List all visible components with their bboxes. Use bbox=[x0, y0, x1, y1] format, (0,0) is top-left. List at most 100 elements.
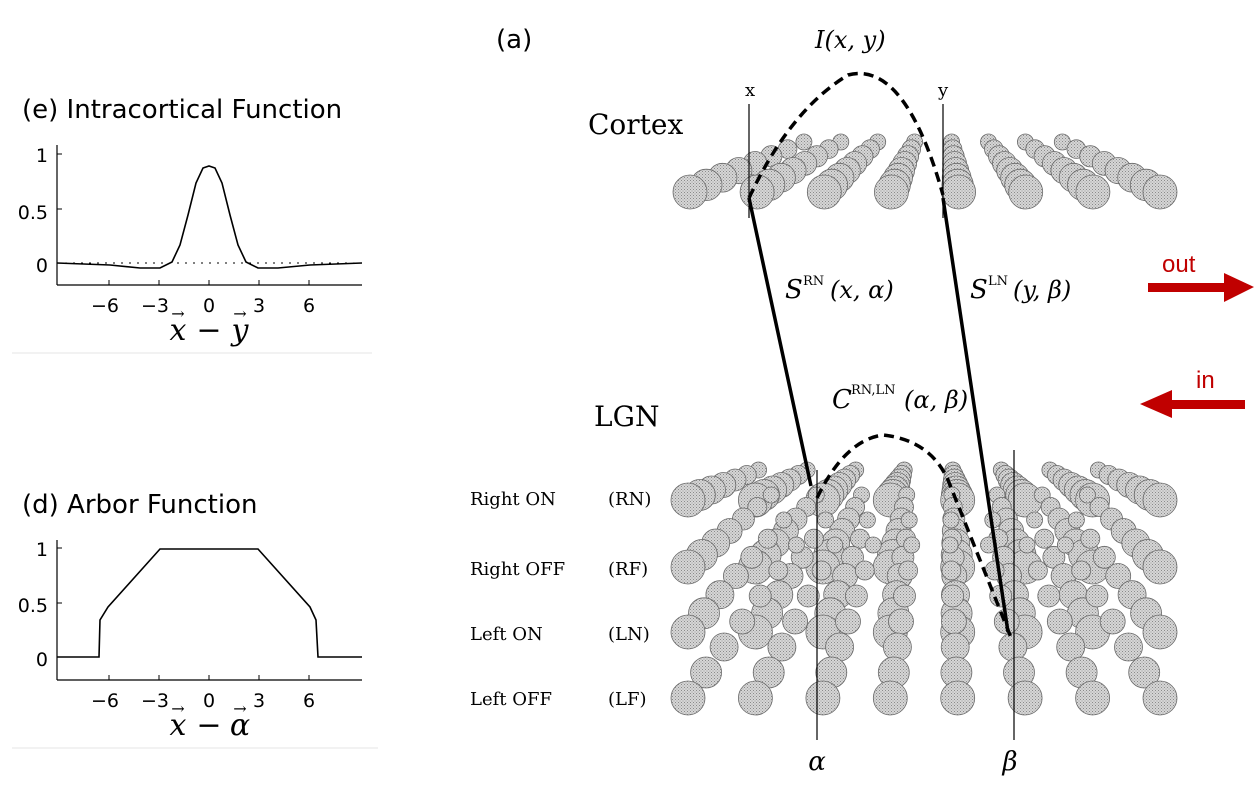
neuron-sphere bbox=[670, 549, 706, 585]
neuron-sphere bbox=[1079, 486, 1096, 504]
intracortical-xtick: 3 bbox=[253, 295, 265, 317]
neuron-sphere bbox=[1026, 511, 1043, 529]
neuron-sphere bbox=[1007, 680, 1043, 716]
in-arrow-group: in bbox=[1140, 367, 1245, 418]
intracortical-x-label: x − y → → bbox=[170, 304, 250, 348]
neuron-sphere bbox=[835, 608, 861, 635]
arbor-xtick: 3 bbox=[253, 690, 265, 712]
svg-text:−: − bbox=[196, 313, 221, 348]
y-marker-label: y bbox=[937, 80, 949, 101]
neuron-sphere bbox=[1075, 174, 1111, 210]
neuron-sphere bbox=[1128, 656, 1161, 689]
out-arrow-group: out bbox=[1148, 251, 1254, 302]
lgn-label: LGN bbox=[594, 400, 659, 433]
intracortical-xtick: −3 bbox=[141, 295, 169, 317]
intracortical-ytick: 0 bbox=[36, 255, 48, 277]
svg-text:RN: RN bbox=[803, 274, 824, 289]
s-ln-label: S LN (y, β) bbox=[970, 274, 1071, 305]
neuron-sphere bbox=[872, 680, 908, 716]
intracortical-panel: (e) Intracortical Function 1 0.5 0 −6 −3… bbox=[12, 95, 372, 354]
neuron-sphere bbox=[768, 560, 789, 581]
neuron-sphere bbox=[795, 133, 813, 151]
neuron-sphere bbox=[1142, 549, 1178, 585]
intracortical-xtick: 0 bbox=[203, 295, 215, 317]
neuron-sphere bbox=[883, 632, 912, 662]
svg-text:α: α bbox=[230, 708, 250, 743]
neuron-sphere bbox=[817, 511, 834, 529]
neuron-sphere bbox=[796, 584, 820, 608]
neuron-sphere bbox=[940, 680, 976, 716]
svg-text:(y, β): (y, β) bbox=[1013, 276, 1071, 304]
neuron-sphere bbox=[1037, 584, 1061, 608]
neuron-sphere bbox=[898, 560, 918, 581]
row-label-name: Left ON bbox=[470, 624, 543, 645]
neuron-sphere bbox=[1099, 608, 1126, 635]
neuron-sphere bbox=[747, 497, 768, 517]
arbor-xtick: 6 bbox=[303, 690, 315, 712]
svg-text:S: S bbox=[785, 275, 803, 305]
arbor-panel: (d) Arbor Function 1 0.5 0 −6 −3 0 3 6 x bbox=[12, 490, 378, 749]
neuron-sphere bbox=[1085, 584, 1109, 608]
intracortical-title: (e) Intracortical Function bbox=[22, 95, 342, 125]
cortex-input-curve bbox=[747, 71, 945, 199]
neuron-sphere bbox=[1071, 560, 1092, 581]
out-arrow-shaft bbox=[1148, 283, 1226, 292]
neuron-sphere bbox=[806, 174, 842, 210]
svg-text:LN: LN bbox=[988, 274, 1008, 289]
neuron-sphere bbox=[845, 584, 868, 608]
neuron-sphere bbox=[893, 584, 916, 608]
neuron-sphere bbox=[775, 511, 793, 529]
row-label-name: Left OFF bbox=[470, 689, 552, 710]
intracortical-ytick: 0.5 bbox=[18, 202, 48, 224]
neuron-sphere bbox=[1105, 563, 1132, 589]
network-title: (a) bbox=[496, 25, 532, 55]
s-rn-label: S RN (x, α) bbox=[785, 274, 894, 305]
in-arrow-shaft bbox=[1170, 400, 1245, 409]
neuron-sphere bbox=[864, 536, 882, 554]
neuron-sphere bbox=[900, 511, 918, 529]
neuron-sphere bbox=[670, 614, 706, 650]
svg-text:S: S bbox=[970, 275, 988, 305]
network-panel: (a) I(x, y) Cortex LGN x y α β S RN (x, … bbox=[470, 25, 1178, 777]
neuron-sphere bbox=[748, 584, 772, 608]
arbor-title: (d) Arbor Function bbox=[22, 490, 258, 520]
svg-text:(α, β): (α, β) bbox=[904, 386, 968, 414]
neuron-sphere bbox=[1018, 536, 1036, 554]
neuron-sphere bbox=[690, 656, 722, 689]
neuron-sphere bbox=[672, 174, 708, 210]
neuron-sphere bbox=[729, 608, 756, 635]
row-label-abbr: (RF) bbox=[608, 559, 648, 580]
svg-text:→: → bbox=[171, 304, 184, 323]
s-ln-connection bbox=[941, 197, 1010, 633]
neuron-sphere bbox=[805, 680, 841, 716]
arbor-xtick: −3 bbox=[141, 690, 169, 712]
arbor-x-label: x − α → → bbox=[170, 699, 251, 743]
out-arrow-icon bbox=[1224, 273, 1254, 302]
neuron-sphere bbox=[941, 584, 964, 608]
s-rn-connection bbox=[747, 197, 813, 487]
neuron-sphere bbox=[941, 608, 967, 635]
neuron-sphere bbox=[1114, 632, 1143, 662]
svg-text:→: → bbox=[233, 699, 246, 718]
row-label-abbr: (LN) bbox=[608, 624, 650, 645]
neuron-sphere bbox=[1142, 174, 1178, 210]
in-label: in bbox=[1196, 367, 1215, 394]
alpha-label: α bbox=[808, 747, 826, 777]
neuron-sphere bbox=[740, 545, 764, 569]
row-label-abbr: (RN) bbox=[608, 489, 651, 510]
neuron-sphere bbox=[788, 536, 805, 554]
svg-text:y: y bbox=[230, 313, 250, 348]
neuron-sphere bbox=[670, 482, 706, 518]
neuron-sphere bbox=[1075, 680, 1110, 716]
neuron-sphere bbox=[1142, 614, 1178, 650]
neuron-sphere bbox=[811, 560, 832, 581]
neuron-sphere bbox=[762, 486, 780, 504]
neuron-sphere bbox=[1092, 545, 1116, 569]
row-label-name: Right OFF bbox=[470, 559, 565, 580]
cortex-sphere-grid bbox=[672, 133, 1178, 210]
neuron-sphere bbox=[767, 632, 797, 662]
neuron-sphere bbox=[1008, 174, 1044, 210]
neuron-sphere bbox=[1142, 482, 1178, 518]
neuron-sphere bbox=[942, 511, 960, 529]
svg-text:−: − bbox=[196, 708, 221, 743]
